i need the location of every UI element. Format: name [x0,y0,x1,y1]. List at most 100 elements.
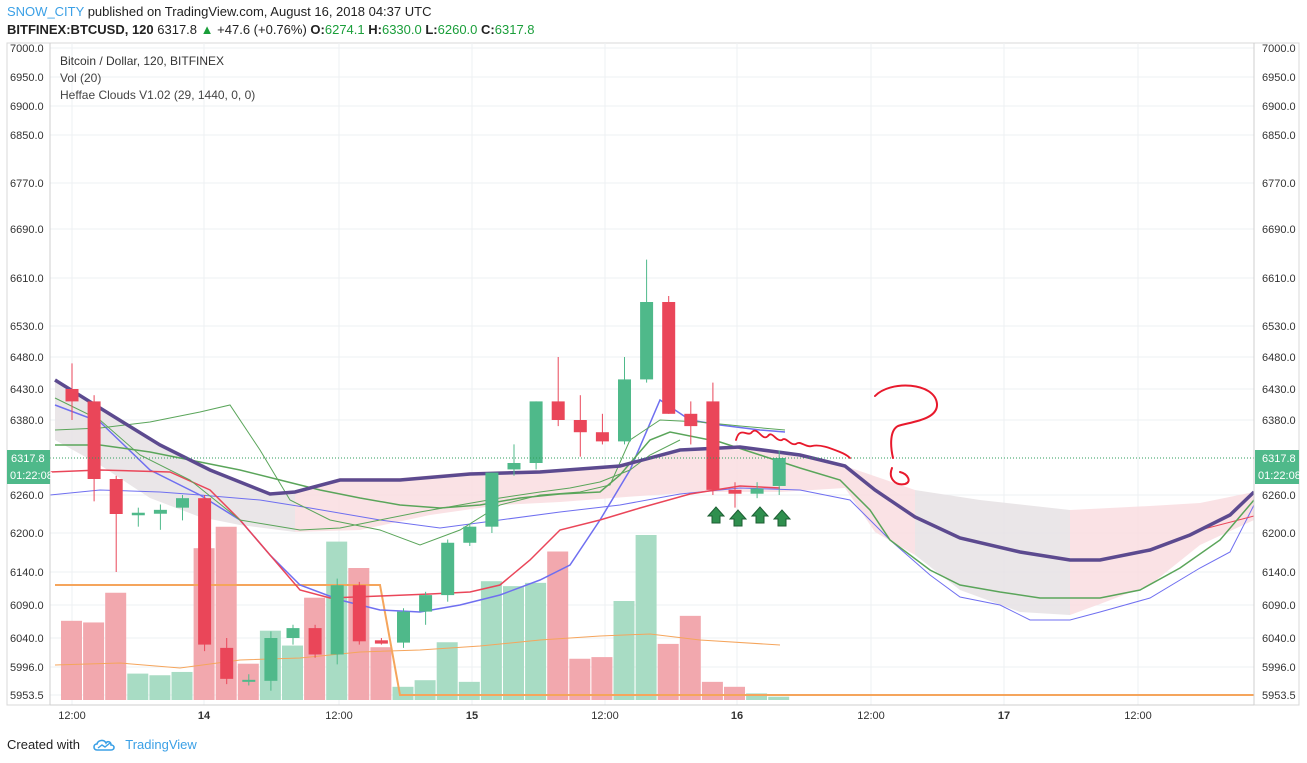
volume-bar [569,658,591,700]
candle [330,578,344,665]
candle [529,401,543,470]
y-tick-label: 7000.0 [1262,43,1296,55]
candle [286,624,300,645]
y-tick-label: 6950.0 [10,72,44,84]
y-tick-label: 6040.0 [10,633,44,645]
price-badge-right-countdown: 01:22:08 [1258,470,1301,482]
y-tick-label: 6380.0 [10,415,44,427]
blue-line-1 [54,398,786,613]
volume-bar [591,657,613,700]
candle-body [242,679,256,682]
price-badge-right-price: 6317.8 [1262,453,1296,465]
candle-body [374,640,388,644]
up-arrow-icon [706,506,726,524]
up-arrow-icon [728,509,748,527]
candle [618,357,631,445]
candle-body [109,478,123,514]
x-tick-label: 12:00 [325,710,353,722]
y-tick-label: 6260.0 [1262,490,1296,502]
candle-body [772,458,786,486]
y-tick-label: 6260.0 [10,490,44,502]
candle-body [573,420,587,433]
candle-body [286,628,300,638]
tradingview-cloud-icon [92,739,115,751]
y-tick-label: 6200.0 [10,528,44,540]
candle-body [551,401,565,420]
volume-bar [414,680,436,700]
orange-vol-avg [54,633,781,669]
candle-body [352,585,366,642]
candle [198,495,212,652]
y-tick-label: 6610.0 [1262,273,1296,285]
cloud-band-grey-right [915,490,1070,615]
y-tick-label: 6690.0 [10,224,44,236]
candle [573,395,587,457]
green-line-1 [55,431,1254,599]
y-tick-label: 6140.0 [10,567,44,579]
candle [176,495,189,521]
candle-body [198,498,212,645]
candle-body [640,302,654,380]
x-tick-label: 12:00 [58,710,86,722]
y-tick-label: 6430.0 [10,384,44,396]
y-tick-label: 5953.5 [1262,690,1296,702]
tradingview-brand-link[interactable]: TradingView [125,737,197,752]
volume-bar [392,686,414,700]
low-label: L: [425,22,438,37]
candle [308,624,322,658]
high-value: 6330.0 [381,22,422,37]
candle-body [618,379,631,442]
volume-bar [547,551,569,700]
author-link[interactable]: SNOW_CITY [7,4,85,19]
open-label: O: [310,22,325,37]
blue-line-2 [50,487,1254,621]
publish-line: SNOW_CITY published on TradingView.com, … [7,4,431,19]
red-line [50,469,781,599]
price-badge-left: 6317.8 01:22:08 [7,450,53,484]
volume-bar [127,673,149,700]
candle-body [595,432,609,442]
volume-bar [61,620,82,700]
volume-bar [768,696,790,700]
y-tick-label: 5996.0 [1262,662,1296,674]
candle [419,591,433,625]
legend-volume: Vol (20) [60,71,102,85]
low-value: 6260.0 [437,22,478,37]
y-tick-label: 6480.0 [10,352,44,364]
candle [441,539,455,602]
y-tick-label: 6090.0 [1262,600,1296,612]
y-tick-label: 6090.0 [10,600,44,612]
candle [109,475,123,572]
x-tick-label: 12:00 [857,710,885,722]
green-line-3 [54,397,681,531]
candle-body [507,462,521,470]
candle [153,504,167,530]
candle-body [463,526,477,543]
candle [87,395,101,502]
up-arrow-icon [750,506,770,524]
price-chart[interactable]: 7000.0 6950.0 6900.0 6850.0 6770.0 6690.0 6610… [0,40,1307,730]
y-tick-label: 6040.0 [1262,633,1296,645]
y-axis-left: 7000.0 6950.0 6900.0 6850.0 6770.0 6690.0 6610… [10,43,44,702]
volume-bar [635,535,657,700]
open-value: 6274.1 [324,22,365,37]
volume-bar [105,592,127,700]
y-tick-label: 6530.0 [1262,321,1296,333]
red-squiggle-annotation [735,429,851,459]
plot-area [50,259,1254,700]
volume-bar [679,615,701,700]
candle [684,401,698,445]
y-tick-label: 6770.0 [10,178,44,190]
y-tick-label: 6530.0 [10,321,44,333]
orange-line [55,584,1254,696]
x-tick-label: 12:00 [591,710,619,722]
triangle-up-icon: ▲ [200,22,214,37]
y-tick-label: 6900.0 [10,101,44,113]
candle [374,638,388,645]
y-tick-label: 6480.0 [1262,352,1296,364]
close-label: C: [481,22,495,37]
y-tick-label: 7000.0 [10,43,44,55]
candle [728,482,742,508]
volume-bar [525,582,547,700]
candle [507,444,521,476]
